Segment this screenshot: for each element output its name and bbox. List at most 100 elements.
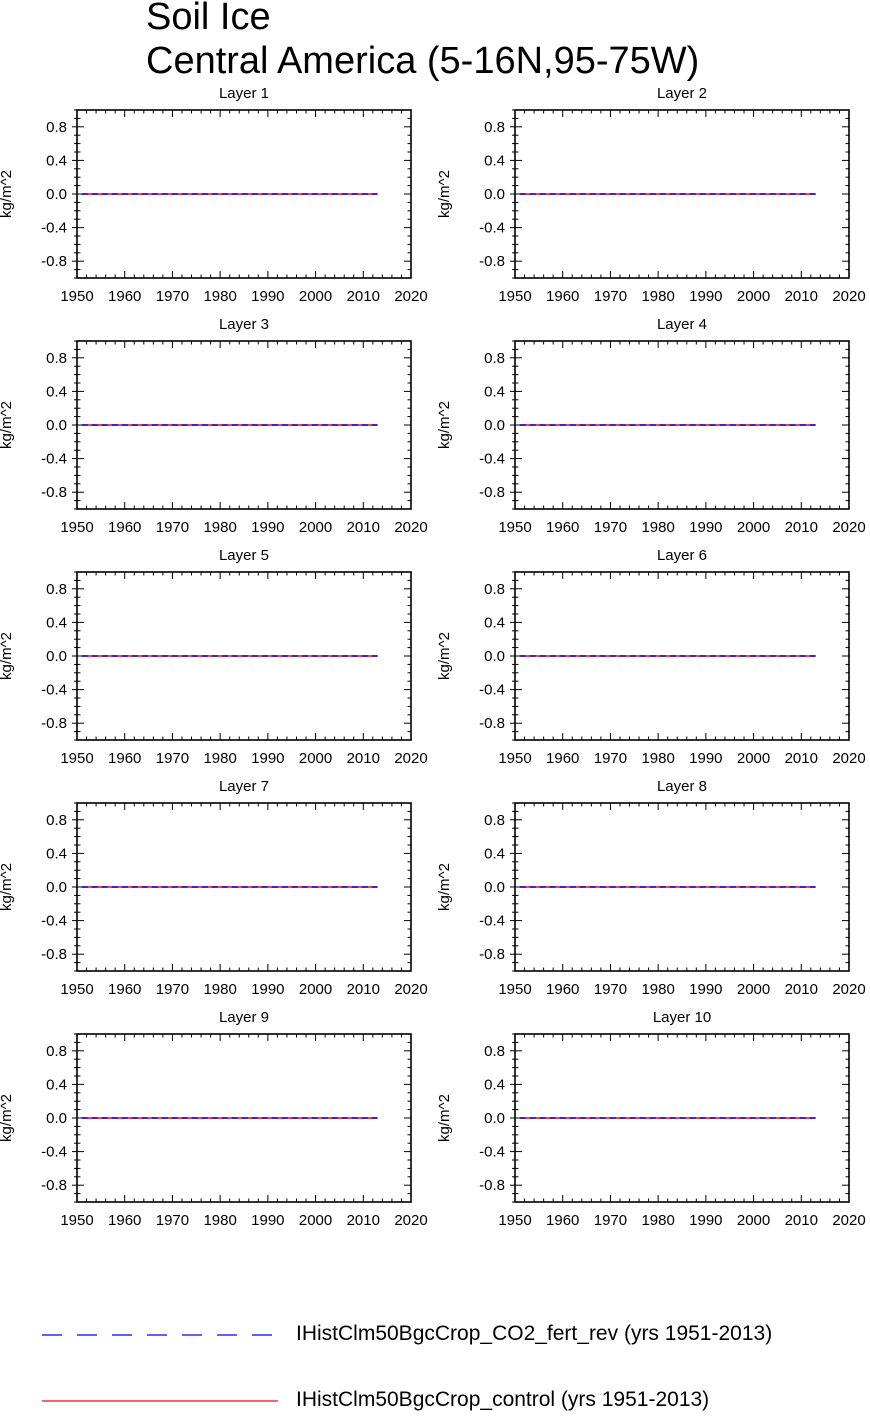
y-tick-label: -0.8 (41, 946, 67, 963)
y-tick-label: 0.4 (484, 152, 505, 169)
x-tick-label: 1960 (108, 288, 141, 305)
y-tick-label: 0.4 (46, 845, 67, 862)
x-tick-label: 2010 (347, 519, 380, 536)
x-tick-label: 2020 (832, 288, 865, 305)
y-tick-label: 0.8 (46, 1043, 67, 1060)
x-tick-label: 1970 (594, 981, 627, 998)
legend-item-2: IHistClm50BgcCrop_control (yrs 1951-2013… (0, 1381, 870, 1421)
x-tick-label: 1950 (498, 1212, 531, 1229)
y-tick-label: 0.0 (46, 879, 67, 896)
y-tick-label: 0.4 (46, 1076, 67, 1093)
x-tick-label: 1990 (689, 288, 722, 305)
x-tick-label: 1970 (156, 1212, 189, 1229)
y-tick-label: -0.8 (41, 715, 67, 732)
y-tick-label: 0.4 (484, 614, 505, 631)
x-tick-label: 1960 (546, 981, 579, 998)
chart-panels: Layer 1 1950 1960 1970 1980 1990 2000 2010 2020 0… (0, 85, 866, 1229)
x-tick-label: 1970 (156, 981, 189, 998)
y-tick-label: -0.8 (41, 253, 67, 270)
y-tick-label: -0.8 (41, 1177, 67, 1194)
x-tick-label: 2010 (347, 1212, 380, 1229)
y-tick-label: -0.4 (41, 1144, 67, 1161)
legend-label-2: IHistClm50BgcCrop_control (yrs 1951-2013… (296, 1388, 710, 1411)
x-tick-label: 1950 (60, 519, 93, 536)
y-axis-label: kg/m^2 (0, 632, 15, 680)
x-tick-label: 2020 (832, 1212, 865, 1229)
x-tick-label: 1980 (641, 519, 674, 536)
x-tick-label: 2000 (737, 288, 770, 305)
y-tick-label: -0.4 (479, 682, 505, 699)
y-axis-label: kg/m^2 (0, 1094, 15, 1142)
y-tick-label: 0.4 (46, 152, 67, 169)
x-tick-label: 1970 (594, 750, 627, 767)
x-tick-label: 1960 (546, 1212, 579, 1229)
y-axis-label: kg/m^2 (0, 863, 15, 911)
y-tick-label: 0.8 (46, 812, 67, 829)
y-tick-label: 0.4 (484, 845, 505, 862)
y-tick-label: 0.0 (484, 648, 505, 665)
x-tick-label: 1980 (641, 288, 674, 305)
x-tick-label: 2010 (347, 981, 380, 998)
y-axis-label: kg/m^2 (436, 1094, 453, 1142)
x-tick-label: 1950 (498, 519, 531, 536)
x-tick-label: 2020 (394, 288, 427, 305)
y-tick-label: 0.8 (484, 119, 505, 136)
x-tick-label: 1980 (641, 750, 674, 767)
y-tick-label: 0.8 (46, 350, 67, 367)
x-tick-label: 2010 (785, 981, 818, 998)
x-tick-label: 1990 (251, 519, 284, 536)
y-tick-label: 0.8 (484, 1043, 505, 1060)
x-tick-label: 2020 (394, 1212, 427, 1229)
panel-title-8: Layer 8 (657, 778, 707, 795)
x-tick-label: 1960 (108, 750, 141, 767)
x-tick-label: 1990 (689, 750, 722, 767)
x-tick-label: 1960 (108, 981, 141, 998)
x-tick-label: 1980 (203, 519, 236, 536)
y-tick-label: 0.0 (46, 1110, 67, 1127)
y-tick-label: 0.0 (46, 186, 67, 203)
legend-swatch-dashed (42, 1334, 278, 1336)
x-tick-label: 2000 (737, 981, 770, 998)
x-tick-label: 1990 (689, 981, 722, 998)
x-tick-label: 2000 (299, 750, 332, 767)
x-tick-label: 2000 (299, 519, 332, 536)
y-tick-label: 0.0 (484, 186, 505, 203)
y-tick-label: -0.8 (479, 1177, 505, 1194)
chart-title: Soil Ice (146, 0, 271, 38)
y-tick-label: 0.0 (484, 417, 505, 434)
panel-title-4: Layer 4 (657, 316, 707, 333)
y-tick-label: -0.4 (479, 451, 505, 468)
panel-title-10: Layer 10 (653, 1009, 711, 1026)
x-tick-label: 1950 (60, 1212, 93, 1229)
x-tick-label: 2020 (832, 750, 865, 767)
y-tick-label: 0.0 (484, 1110, 505, 1127)
legend-item-1: IHistClm50BgcCrop_CO2_fert_rev (yrs 1951… (0, 1315, 870, 1355)
x-tick-label: 1960 (546, 519, 579, 536)
y-axis-label: kg/m^2 (436, 632, 453, 680)
x-tick-label: 1970 (594, 1212, 627, 1229)
x-tick-label: 2020 (394, 750, 427, 767)
y-tick-label: -0.4 (479, 913, 505, 930)
y-tick-label: -0.4 (41, 220, 67, 237)
panel-title-7: Layer 7 (219, 778, 269, 795)
x-tick-label: 2000 (299, 1212, 332, 1229)
x-tick-label: 2010 (347, 750, 380, 767)
y-tick-label: 0.8 (46, 581, 67, 598)
x-tick-label: 1960 (108, 519, 141, 536)
y-tick-label: -0.8 (479, 484, 505, 501)
x-tick-label: 1980 (203, 1212, 236, 1229)
x-tick-label: 2000 (737, 1212, 770, 1229)
x-tick-label: 1960 (546, 288, 579, 305)
x-tick-label: 1970 (156, 519, 189, 536)
panel-title-5: Layer 5 (219, 547, 269, 564)
y-tick-label: -0.4 (479, 1144, 505, 1161)
y-tick-label: 0.8 (484, 581, 505, 598)
x-tick-label: 1980 (641, 1212, 674, 1229)
y-tick-label: -0.4 (41, 682, 67, 699)
x-tick-label: 2010 (785, 750, 818, 767)
y-tick-label: 0.4 (484, 1076, 505, 1093)
legend-swatch-solid (42, 1400, 278, 1402)
x-tick-label: 1990 (251, 288, 284, 305)
x-tick-label: 2020 (832, 519, 865, 536)
x-tick-label: 2000 (299, 288, 332, 305)
